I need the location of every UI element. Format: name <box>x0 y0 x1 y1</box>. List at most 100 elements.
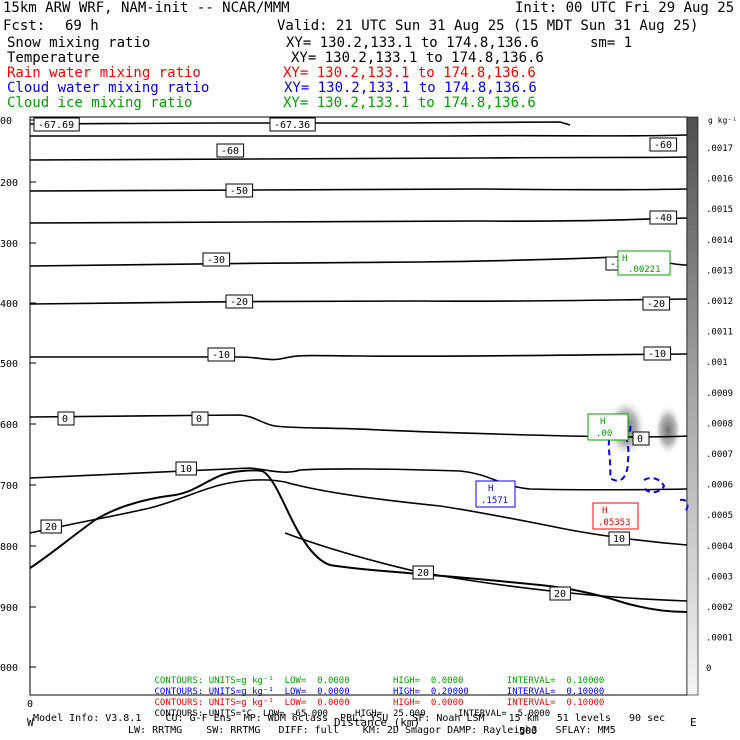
y-tick-label: 300 <box>0 239 18 250</box>
colorbar-label: .0002 <box>706 603 733 613</box>
isotherm-minus-40 <box>29 217 688 224</box>
isotherm-top <box>29 121 571 126</box>
isotherm-label: -10 <box>212 350 230 361</box>
maxima-labels: H .00221 H .00 H .1571 H .05353 <box>475 250 671 530</box>
max-label-value: .00 <box>596 429 612 439</box>
max-label-value: .1571 <box>481 496 508 506</box>
colorbar-label: .0007 <box>706 450 733 460</box>
isotherm-minus-60 <box>29 156 688 161</box>
contour-info-temperature: CONTOURS: UNITS=°C LOW= -65.000 HIGH= 25… <box>154 709 551 719</box>
field-name-cloud-ice: Cloud ice mixing ratio <box>7 95 193 111</box>
isotherm-label-box <box>269 117 316 132</box>
y-tick-label: 600 <box>0 420 18 431</box>
isotherm-label-box <box>57 411 75 426</box>
isotherm-label: -50 <box>230 186 248 197</box>
isotherm-label-box <box>225 294 254 309</box>
field-name-rain: Rain water mixing ratio <box>7 65 201 81</box>
forecast-hour-value: 69 h <box>65 18 99 34</box>
colorbar-label: .0011 <box>706 328 733 338</box>
isotherm-label-box <box>202 252 231 267</box>
cloud-water-contour <box>643 477 666 494</box>
y-axis-tick-labels: 00 200 300 400 500 600 700 800 900 000 <box>0 116 36 674</box>
plot-frame <box>29 116 688 696</box>
isotherm-label-box <box>649 210 678 225</box>
colorbar-label: .0013 <box>706 266 733 276</box>
max-label-letter: H <box>488 484 493 494</box>
colorbar-label: 0 <box>706 664 711 674</box>
contour-info-rain: CONTOURS: UNITS=g kg⁻¹ LOW= 0.0000 HIGH=… <box>154 698 605 708</box>
y-tick-label: 000 <box>0 663 18 674</box>
field-xy-snow: XY= 130.2,133.1 to 174.8,136.6 <box>286 35 539 51</box>
isotherm-minus-50 <box>29 188 688 192</box>
colorbar-label: .0017 <box>706 144 733 154</box>
colorbar-labels: .0017 .0016 .0015 .0014 .0013 .0012 .0011 .001.… <box>706 144 733 674</box>
cloud-water-contour <box>679 498 689 513</box>
field-xy-temperature: XY= 130.2,133.1 to 174.8,136.6 <box>291 50 544 66</box>
forecast-hour-label: Fcst: <box>3 18 46 34</box>
isotherm-minus-10 <box>30 353 688 361</box>
isotherm-label-box <box>649 137 678 152</box>
colorbar-label: .0001 <box>706 634 733 644</box>
field-xy-cloud-water: XY= 130.2,133.1 to 174.8,136.6 <box>284 80 537 96</box>
colorbar <box>686 116 699 696</box>
colorbar-label: .0005 <box>706 511 733 521</box>
max-label-box <box>475 480 516 508</box>
isotherm-label: -60 <box>654 140 672 151</box>
isotherm-label-box <box>175 461 197 476</box>
isotherm-label: 20 <box>45 522 57 533</box>
isotherm-label: 20 <box>554 589 566 600</box>
isotherm-minus-65 <box>30 134 688 137</box>
isotherm-label: -60 <box>221 146 239 157</box>
max-label-value: .05353 <box>598 518 631 528</box>
isotherm-label-box <box>632 431 650 446</box>
model-title: 15km ARW WRF, NAM-init -- NCAR/MMM <box>3 0 290 16</box>
isotherm-label: -30 <box>207 255 225 266</box>
field-name-temperature: Temperature <box>7 50 100 66</box>
isotherm-plus-10 <box>29 467 688 491</box>
max-label-box <box>617 250 671 276</box>
x-end-label: E <box>690 716 697 729</box>
colorbar-label: .0006 <box>706 481 733 491</box>
isotherm-label: 0 <box>62 414 68 425</box>
init-time: Init: 00 UTC Fri 29 Aug 25 <box>515 0 735 16</box>
max-label-letter: H <box>622 254 627 264</box>
model-info-line1: Model Info: V3.8.1 CU: G-F Ens MP: WDM 6… <box>33 713 666 724</box>
isotherm-label-box <box>643 346 672 361</box>
isotherm-label: 10 <box>180 464 192 475</box>
isotherm-label-box <box>40 519 62 534</box>
isotherm-label: 0 <box>196 414 202 425</box>
isotherm-plus-20 <box>284 532 688 602</box>
isotherm-label: 20 <box>417 568 429 579</box>
colorbar-label: .0004 <box>706 542 733 552</box>
field-xy-rain: XY= 130.2,133.1 to 174.8,136.6 <box>283 65 536 81</box>
isotherm-label-box <box>412 565 434 580</box>
model-info-line2: LW: RRTMG SW: RRTMG DIFF: full KM: 2D Sm… <box>128 725 616 736</box>
colorbar-label: .0008 <box>706 419 733 429</box>
field-name-snow: Snow mixing ratio <box>7 35 151 51</box>
valid-time: Valid: 21 UTC Sun 31 Aug 25 (15 MDT Sun … <box>277 18 699 34</box>
isotherm-labels: -67.69-67.36-60-60-50-40-30-30-20-20-10-… <box>33 117 678 601</box>
isotherm-label: -67.69 <box>38 120 74 131</box>
y-tick-label: 800 <box>0 542 18 553</box>
colorbar-label: .0014 <box>706 236 733 246</box>
field-name-cloud-water: Cloud water mixing ratio <box>7 80 210 96</box>
isotherm-minus-20 <box>29 298 688 305</box>
isotherm-label-box <box>608 531 630 546</box>
y-tick-label: 200 <box>0 178 18 189</box>
colorbar-label: .0015 <box>706 205 733 215</box>
isotherm-label: 0 <box>637 434 643 445</box>
max-label-box <box>587 413 629 441</box>
isotherm-label: 10 <box>613 534 625 545</box>
isotherm-label: -10 <box>648 349 666 360</box>
colorbar-label: .0016 <box>706 175 733 185</box>
colorbar-label: .0009 <box>706 389 733 399</box>
x-tick-label: 500 <box>519 726 537 737</box>
colorbar-label: .0003 <box>706 572 733 582</box>
isotherm-label-box <box>216 143 245 158</box>
isotherm-minus-30 <box>29 256 688 267</box>
isotherm-label: -40 <box>654 213 672 224</box>
colorbar-unit: g kg⁻¹ <box>708 116 737 125</box>
max-label-value: .00221 <box>628 265 661 275</box>
